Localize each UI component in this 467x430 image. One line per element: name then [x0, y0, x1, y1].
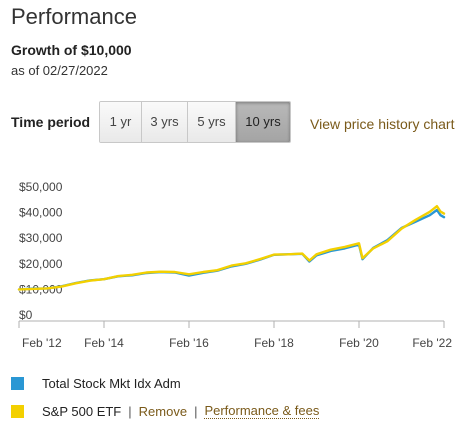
remove-link[interactable]: Remove	[138, 403, 188, 419]
performance-fees-link[interactable]: Performance & fees	[204, 403, 320, 419]
total-stock-line	[17, 208, 446, 291]
total-stock-swatch	[11, 376, 24, 390]
y-tick-label: $50,000	[19, 180, 63, 194]
time-period-5yrs-button[interactable]: 5 yrs	[188, 102, 236, 142]
y-tick-label: $0	[19, 308, 33, 322]
as-of-date: as of 02/27/2022	[11, 63, 108, 78]
legend-label-sp500: S&P 500 ETF	[42, 403, 122, 419]
time-period-10yrs-button[interactable]: 10 yrs	[236, 102, 290, 142]
x-tick-label: Feb '12	[22, 336, 62, 350]
legend-label-total-stock: Total Stock Mkt Idx Adm	[42, 375, 181, 391]
growth-subtitle: Growth of $10,000	[11, 42, 132, 58]
time-period-label: Time period	[11, 114, 91, 130]
x-tick-label: Feb '22	[412, 336, 452, 350]
time-period-1yr-button[interactable]: 1 yr	[100, 102, 142, 142]
legend-item-total-stock: Total Stock Mkt Idx Adm	[11, 375, 181, 391]
growth-chart: $50,000$40,000$30,000$20,000$10,000$0 Fe…	[17, 180, 452, 350]
view-price-history-link[interactable]: View price history chart	[310, 116, 455, 132]
separator: |	[128, 403, 132, 419]
time-period-3yrs-button[interactable]: 3 yrs	[142, 102, 188, 142]
sp500-swatch	[11, 404, 24, 418]
x-tick-label: Feb '20	[339, 336, 379, 350]
x-tick-label: Feb '16	[169, 336, 209, 350]
y-tick-label: $20,000	[19, 257, 63, 271]
y-tick-label: $30,000	[19, 231, 63, 245]
time-period-selector: 1 yr 3 yrs 5 yrs 10 yrs	[99, 101, 291, 143]
page-title: Performance	[11, 4, 137, 29]
separator: |	[194, 403, 198, 419]
x-tick-label: Feb '18	[254, 336, 294, 350]
x-tick-label: Feb '14	[84, 336, 124, 350]
legend-item-sp500: S&P 500 ETF | Remove | Performance & fee…	[11, 403, 320, 419]
sp500-line	[17, 205, 446, 291]
y-tick-label: $40,000	[19, 206, 63, 220]
